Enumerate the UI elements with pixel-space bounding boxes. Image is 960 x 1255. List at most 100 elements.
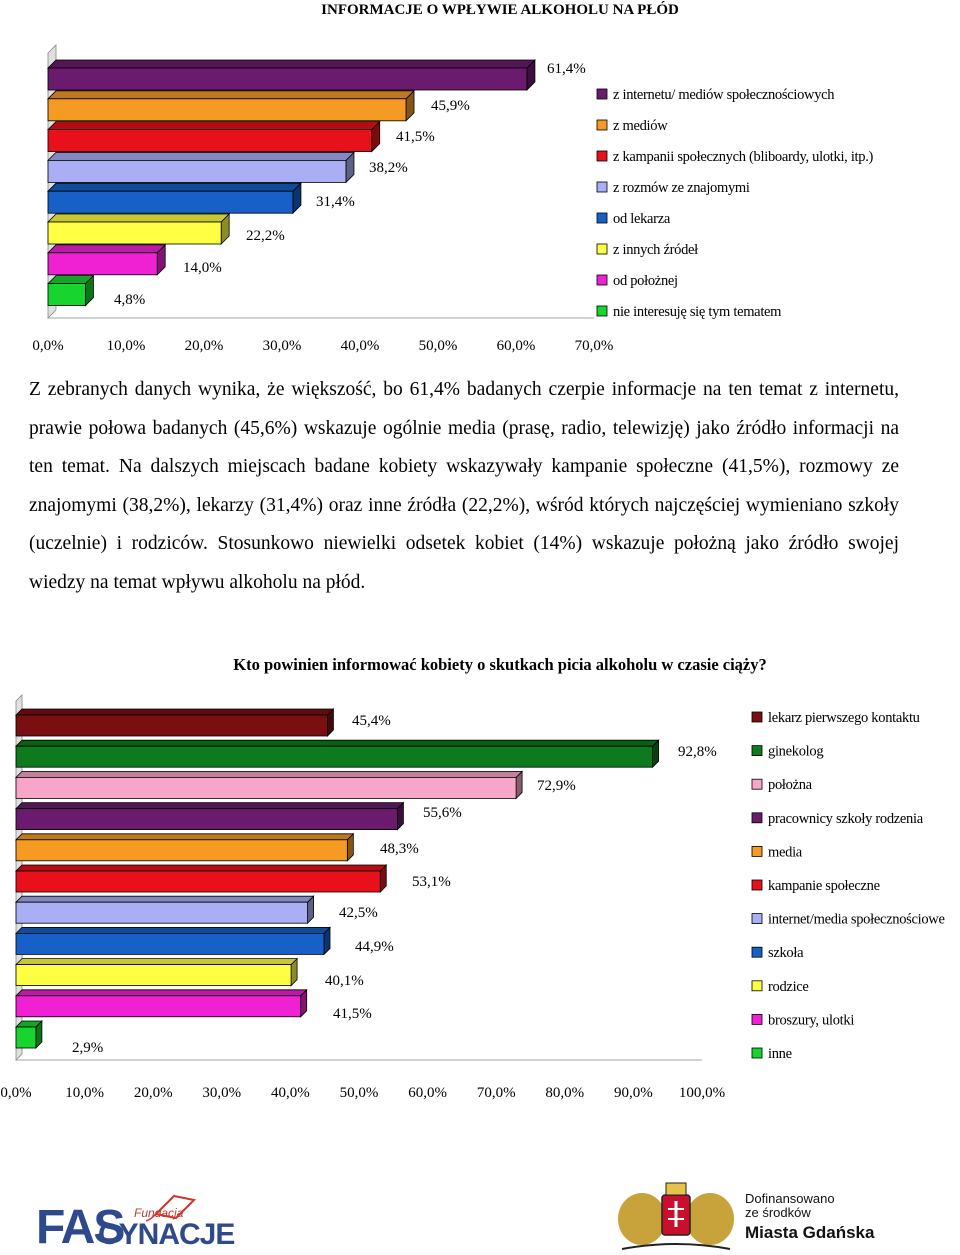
bar-0 (15, 708, 335, 737)
bar-front (15, 901, 308, 924)
legend-swatch (751, 745, 763, 756)
x-tick-label: 10,0% (65, 1085, 104, 1101)
bar-top (15, 739, 660, 747)
bar-6 (47, 243, 167, 276)
bar-front (47, 67, 528, 91)
data-label: 38,2% (369, 160, 408, 176)
bar-front (15, 808, 398, 830)
bar-top (15, 708, 335, 716)
bar-front (15, 964, 292, 986)
legend-label: szkoła (768, 945, 804, 961)
x-tick-label: 100,0% (679, 1085, 725, 1101)
legend-swatch (596, 119, 608, 131)
x-tick-label: 40,0% (271, 1085, 310, 1101)
bar-8 (15, 957, 299, 987)
data-label: 55,6% (423, 805, 462, 821)
data-label: 4,8% (114, 292, 145, 308)
bar-front (15, 870, 381, 893)
legend-swatch (751, 946, 763, 958)
chart2-title: Kto powinien informować kobiety o skutka… (233, 655, 767, 674)
legend-swatch (751, 913, 763, 924)
legend-label: ginekolog (768, 744, 823, 760)
x-tick-label: 60,0% (408, 1085, 447, 1101)
data-label: 44,9% (355, 939, 394, 955)
bar-top (15, 927, 331, 934)
legend-swatch (751, 846, 763, 857)
x-tick-label: 20,0% (185, 338, 224, 354)
data-label: 40,1% (325, 973, 364, 989)
legend-swatch (751, 778, 763, 790)
legend-label: z rozmów ze znajomymi (613, 180, 750, 196)
legend-label: z mediów (613, 118, 668, 134)
legend-label: internet/media społecznościowe (768, 912, 945, 928)
data-label: 41,5% (333, 1006, 372, 1022)
logo-fas-text: FAS (36, 1201, 125, 1254)
chart-who-should-inform: 0,0% 10,0% 20,0% 30,0% 40,0% 50,0% 60,0% 70,0% 8… (0, 694, 945, 1101)
bar-4 (47, 182, 302, 215)
legend-label: nie interesuję się tym tematem (613, 304, 782, 320)
legend-label: położna (768, 777, 813, 793)
chart1-title: INFORMACJE O WPŁYWIE ALKOHOLU NA PŁÓD (321, 2, 679, 18)
legend-label: od położnej (613, 273, 678, 289)
x-tick-label: 80,0% (545, 1085, 584, 1101)
legend-swatch (751, 711, 763, 723)
legend-swatch (596, 150, 608, 162)
legend-label: broszury, ulotki (768, 1012, 854, 1028)
legend-swatch (596, 88, 608, 100)
funding-line3: Miasta Gdańska (745, 1223, 875, 1242)
bar-front (15, 777, 517, 799)
legend-label: kampanie społeczne (768, 878, 880, 894)
bar-5 (15, 864, 388, 893)
legend-label: rodzice (768, 979, 809, 995)
bar-2 (15, 770, 524, 800)
bar-top (15, 895, 315, 903)
x-tick-label: 70,0% (477, 1085, 516, 1101)
legend-label: z internetu/ mediów społecznościowych (613, 87, 835, 103)
funding-line2: ze środków (745, 1205, 811, 1220)
legend-label: z kampanii społecznych (bliboardy, ulotk… (613, 149, 874, 165)
bar-4 (15, 832, 355, 862)
x-tick-label: 90,0% (614, 1085, 653, 1101)
data-label: 2,9% (72, 1040, 103, 1056)
legend-label: od lekarza (613, 211, 671, 227)
x-tick-label: 40,0% (341, 338, 380, 354)
x-tick-label: 10,0% (107, 338, 146, 354)
legend-swatch (596, 243, 608, 255)
bar-front (15, 1026, 37, 1049)
data-label: 92,8% (678, 744, 717, 760)
bar-front (15, 995, 302, 1018)
fascynacje-logo: Fundacja FAS CYNACJE (36, 1192, 235, 1254)
logo-cynacje-text: CYNACJE (98, 1218, 235, 1251)
bar-7 (15, 926, 331, 956)
data-label: 61,4% (547, 61, 586, 77)
bar-front (47, 159, 347, 183)
bar-front (47, 283, 86, 307)
legend-label: lekarz pierwszego kontaktu (768, 710, 920, 726)
x-tick-label: 20,0% (134, 1085, 173, 1101)
data-label: 14,0% (183, 260, 222, 276)
legend-swatch (596, 274, 608, 286)
bar-front (15, 714, 328, 737)
bar-2 (47, 120, 381, 153)
x-tick-label: 0,0% (32, 338, 63, 354)
bar-3 (47, 151, 355, 184)
data-label: 53,1% (412, 874, 451, 890)
bar-front (47, 190, 294, 214)
gdansk-funding-logo: Dofinansowano ze środków Miasta Gdańska (612, 1178, 902, 1255)
x-tick-label: 30,0% (263, 338, 302, 354)
kite-icon (146, 1194, 197, 1222)
x-tick-label: 70,0% (575, 338, 614, 354)
summary-paragraph: Z zebranych danych wynika, że większość,… (29, 379, 899, 593)
bar-7 (47, 274, 95, 307)
chart-sources-of-information: 0,0% 10,0% 20,0% 30,0% 40,0% 50,0% 60,0% 70,0% 6… (32, 44, 874, 354)
legend-label: pracownicy szkoły rodzenia (768, 811, 924, 827)
bar-front (47, 129, 373, 153)
bar-top (15, 833, 355, 841)
data-label: 41,5% (396, 129, 435, 145)
legend-swatch (596, 212, 608, 224)
bar-front (47, 98, 407, 122)
data-label: 42,5% (339, 905, 378, 921)
legend-label: z innych źródeł (613, 242, 698, 258)
bar-top (15, 958, 299, 965)
bar-5 (47, 213, 231, 245)
